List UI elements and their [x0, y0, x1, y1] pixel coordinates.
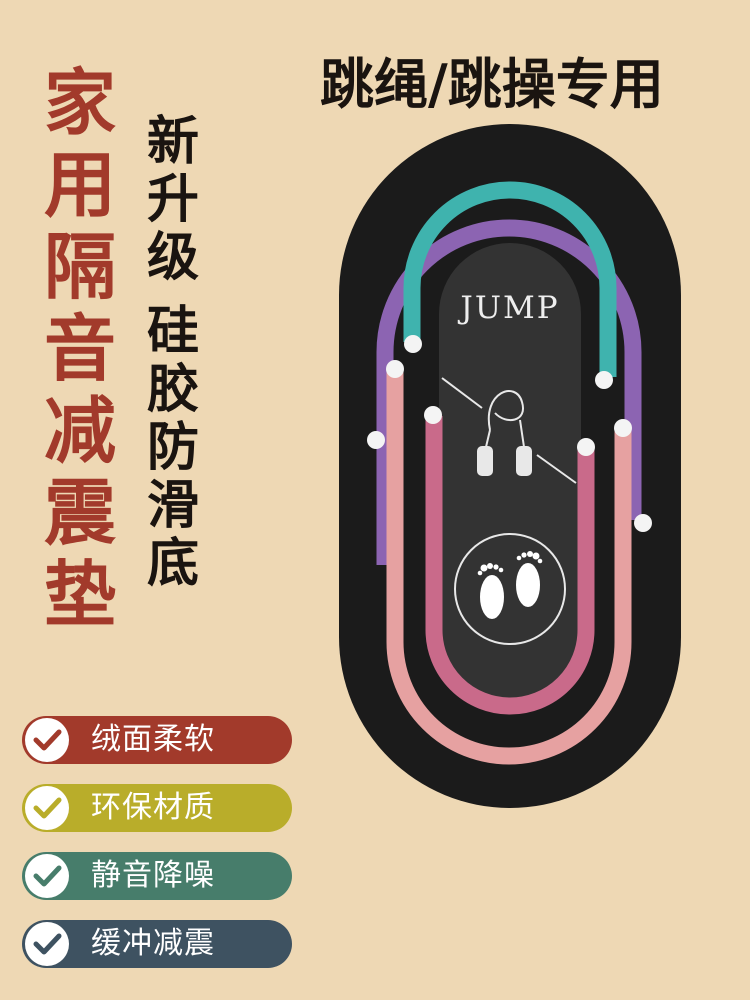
title-char: 音 [43, 306, 116, 391]
feature-badge-quiet: 静音降噪 [22, 852, 292, 900]
mat-inner [439, 243, 581, 713]
stripe-pink-light [386, 370, 632, 765]
stripe-end-dot [577, 438, 595, 456]
feature-badge-soft: 绒面柔软 [22, 716, 292, 764]
stripe-end-dot [595, 371, 613, 389]
stripe-purple [376, 219, 642, 565]
subtitle-antislip: 硅 胶 防 滑 底 [138, 303, 208, 593]
feature-label: 缓冲减震 [91, 926, 215, 961]
subtitle-char: 硅 [146, 302, 199, 362]
subtitle-char: 胶 [146, 360, 199, 420]
title-char: 用 [43, 142, 116, 227]
stripe-end-dot [386, 360, 404, 378]
stripe-teal [403, 181, 617, 377]
footprints-icon [454, 533, 566, 645]
subtitle-char: 新 [146, 112, 199, 172]
stripe-end-dot [404, 335, 422, 353]
subtitle-char: 防 [146, 418, 199, 478]
stripe-end-dot [614, 419, 632, 437]
check-icon [25, 854, 69, 898]
stripe-end-dot [367, 431, 385, 449]
check-icon [25, 922, 69, 966]
stripe-end-dot [634, 514, 652, 532]
subtitle-char: 升 [146, 170, 199, 230]
feature-badge-eco: 环保材质 [22, 784, 292, 832]
title-char: 震 [43, 470, 116, 555]
main-title: 家 用 隔 音 减 震 垫 [30, 62, 130, 636]
title-char: 家 [43, 60, 116, 145]
feature-label: 静音降噪 [91, 858, 215, 893]
title-char: 垫 [43, 552, 116, 637]
feature-label: 环保材质 [91, 790, 215, 825]
feature-label: 绒面柔软 [91, 722, 215, 757]
jump-rope-icon [441, 377, 577, 484]
subtitle-char: 级 [146, 228, 199, 288]
usage-heading: 跳绳/跳操专用 [320, 53, 664, 116]
title-char: 减 [43, 388, 116, 473]
subtitle-char: 滑 [146, 476, 199, 536]
stripe-pink-dark [425, 416, 595, 715]
mat-label: JUMP [457, 290, 559, 326]
check-icon [25, 718, 69, 762]
subtitle-char: 底 [146, 534, 199, 594]
feature-badge-cushion: 缓冲减震 [22, 920, 292, 968]
check-icon [25, 786, 69, 830]
stripe-end-dot [424, 406, 442, 424]
title-char: 隔 [43, 224, 116, 309]
subtitle-upgrade: 新 升 级 [138, 113, 208, 287]
